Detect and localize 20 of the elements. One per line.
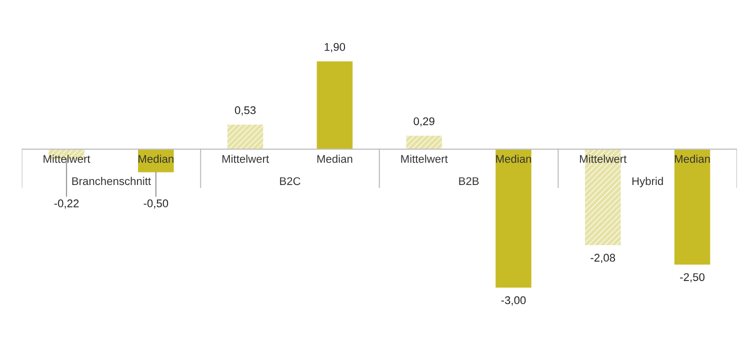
data-label: -2,50 (680, 273, 704, 282)
x-tick-label: Hybrid (632, 176, 663, 188)
data-label: 1,90 (324, 43, 346, 52)
data-label: -0,22 (54, 199, 79, 209)
data-label: 0,53 (234, 106, 256, 116)
x-tick-label: Branchenschnitt (72, 176, 151, 186)
text: Mittelwert (222, 154, 269, 163)
data-label: -0,50 (144, 199, 168, 209)
data-label: -3,00 (501, 296, 526, 306)
data-label: -2,08 (590, 254, 616, 263)
text: Median (317, 154, 352, 163)
x-tick-label: B2C (280, 177, 300, 186)
series-label: Mittelwert (44, 154, 90, 163)
text: Median (496, 154, 531, 163)
text: Mittelwert (401, 154, 448, 163)
series-label: Median (674, 154, 710, 163)
data-label: 0,29 (414, 117, 434, 127)
x-tick-label: B2B (459, 177, 479, 185)
text: Mittelwert (580, 154, 627, 163)
text: Median (138, 154, 174, 163)
